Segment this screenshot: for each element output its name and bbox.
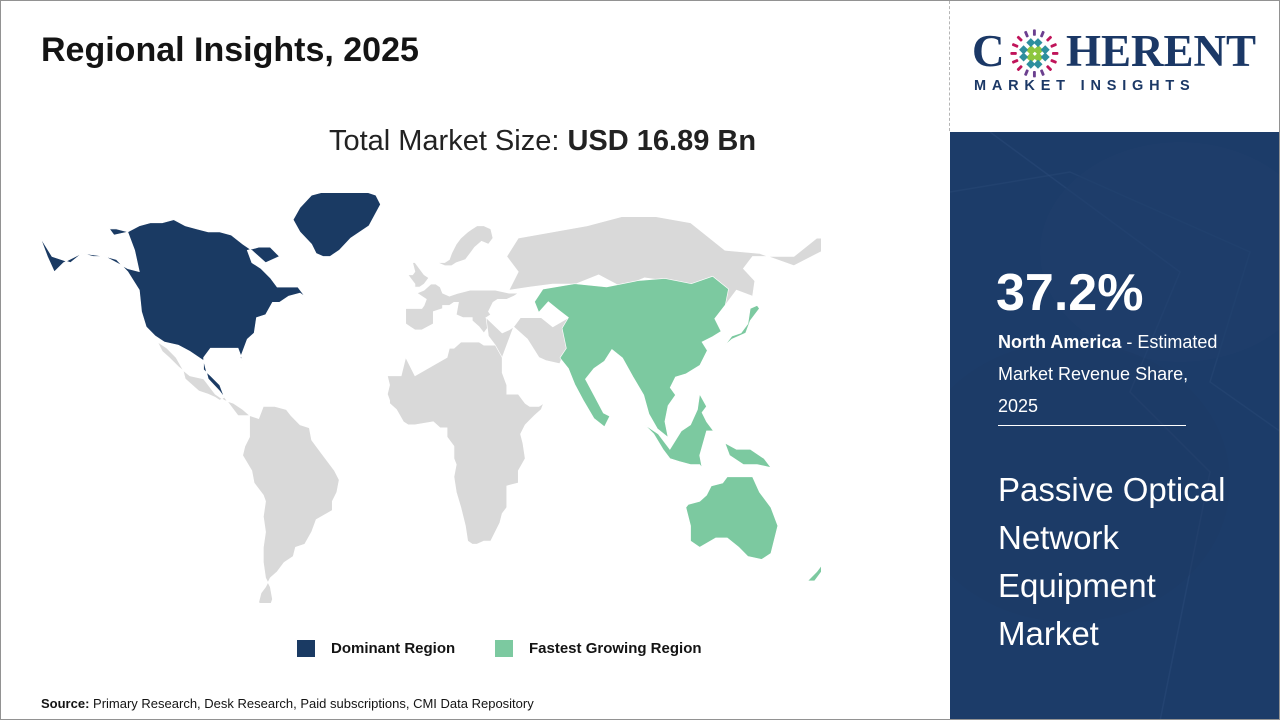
svg-text:MARKET INSIGHTS: MARKET INSIGHTS <box>974 78 1196 94</box>
svg-text:HERENT: HERENT <box>1066 27 1256 76</box>
svg-text:C: C <box>972 27 1005 76</box>
